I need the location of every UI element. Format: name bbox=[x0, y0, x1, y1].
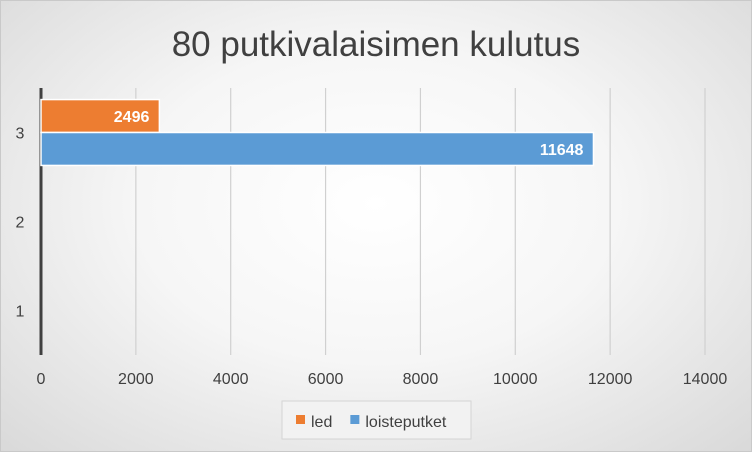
x-tick-label: 6000 bbox=[308, 371, 344, 388]
x-tick-label: 14000 bbox=[683, 371, 728, 388]
bar-led bbox=[40, 98, 161, 134]
y-tick-label: 1 bbox=[16, 304, 25, 321]
bar-loisteputket bbox=[40, 131, 595, 167]
legend: led loisteputket bbox=[281, 400, 472, 440]
x-tick-label: 2000 bbox=[118, 371, 154, 388]
bars bbox=[40, 98, 595, 167]
legend-box bbox=[281, 400, 472, 440]
data-label: 11648 bbox=[540, 142, 584, 159]
data-labels: 2496 11648 bbox=[114, 109, 584, 159]
x-tick-label: 8000 bbox=[403, 371, 439, 388]
y-axis-tick-labels: 1 2 3 bbox=[16, 126, 25, 321]
y-tick-label: 2 bbox=[16, 215, 25, 232]
x-tick-label: 10000 bbox=[493, 371, 538, 388]
x-tick-label: 12000 bbox=[588, 371, 633, 388]
chart-title: 80 putkivalaisimen kulutus bbox=[172, 25, 581, 64]
x-axis-tick-labels: 0 2000 4000 6000 8000 10000 12000 14000 bbox=[37, 371, 728, 388]
x-tick-label: 0 bbox=[37, 371, 46, 388]
legend-label: led bbox=[311, 414, 332, 431]
y-tick-label: 3 bbox=[16, 126, 25, 143]
legend-swatch bbox=[296, 415, 305, 424]
data-label: 2496 bbox=[114, 109, 150, 126]
legend-label: loisteputket bbox=[365, 414, 446, 431]
legend-swatch bbox=[350, 415, 360, 424]
x-tick-label: 4000 bbox=[213, 371, 249, 388]
